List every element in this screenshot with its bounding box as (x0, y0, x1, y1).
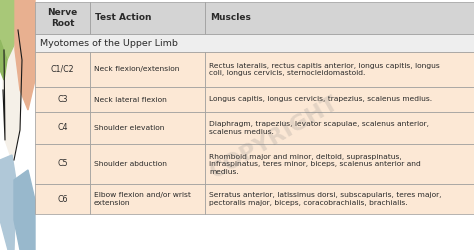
Bar (35, 184, 90, 214)
Text: Neck flexion/extension: Neck flexion/extension (94, 66, 180, 72)
Text: Shoulder elevation: Shoulder elevation (94, 125, 164, 131)
Bar (0, 0, 35, 250)
Bar (90, 87, 205, 112)
Bar (35, 112, 90, 144)
Bar (35, 34, 474, 52)
Bar (90, 144, 205, 184)
Bar (90, 52, 205, 87)
Text: Serratus anterior, latissimus dorsi, subscapularis, teres major,
pectoralis majo: Serratus anterior, latissimus dorsi, sub… (209, 192, 441, 206)
Text: C1/C2: C1/C2 (51, 65, 74, 74)
Bar (205, 87, 474, 112)
Polygon shape (15, 0, 35, 110)
Bar (205, 112, 474, 144)
Text: Elbow flexion and/or wrist
extension: Elbow flexion and/or wrist extension (94, 192, 191, 206)
Bar (205, 2, 474, 34)
Text: C3: C3 (57, 95, 68, 104)
Bar (205, 144, 474, 184)
Text: Muscles: Muscles (210, 14, 251, 22)
Polygon shape (14, 170, 35, 250)
Polygon shape (3, 30, 22, 160)
Bar (205, 52, 474, 87)
Text: Nerve
Root: Nerve Root (47, 8, 78, 28)
Text: Rhomboid major and minor, deltoid, supraspinatus,
infraspinatus, teres minor, bi: Rhomboid major and minor, deltoid, supra… (209, 154, 421, 174)
Text: Test Action: Test Action (95, 14, 152, 22)
Text: C5: C5 (57, 160, 68, 168)
Text: C4: C4 (57, 124, 68, 132)
Text: Neck lateral flexion: Neck lateral flexion (94, 96, 167, 102)
Bar (35, 52, 90, 87)
Text: COPYRIGHT: COPYRIGHT (207, 92, 343, 182)
Bar (90, 112, 205, 144)
Polygon shape (0, 0, 20, 60)
Bar (90, 184, 205, 214)
Text: Shoulder abduction: Shoulder abduction (94, 161, 167, 167)
Bar (205, 184, 474, 214)
Bar (35, 2, 90, 34)
Polygon shape (0, 40, 7, 80)
Bar (90, 2, 205, 34)
Text: Myotomes of the Upper Limb: Myotomes of the Upper Limb (40, 38, 178, 48)
Text: C6: C6 (57, 194, 68, 203)
Text: Rectus lateralis, rectus capitis anterior, longus capitis, longus
coli, longus c: Rectus lateralis, rectus capitis anterio… (209, 63, 440, 76)
Polygon shape (0, 155, 16, 250)
Text: Longus capitis, longus cervicis, trapezius, scalenus medius.: Longus capitis, longus cervicis, trapezi… (209, 96, 432, 102)
Bar (35, 87, 90, 112)
Bar (35, 144, 90, 184)
Text: Diaphragm, trapezius, levator scapulae, scalenus anterior,
scalenus medius.: Diaphragm, trapezius, levator scapulae, … (209, 121, 429, 135)
